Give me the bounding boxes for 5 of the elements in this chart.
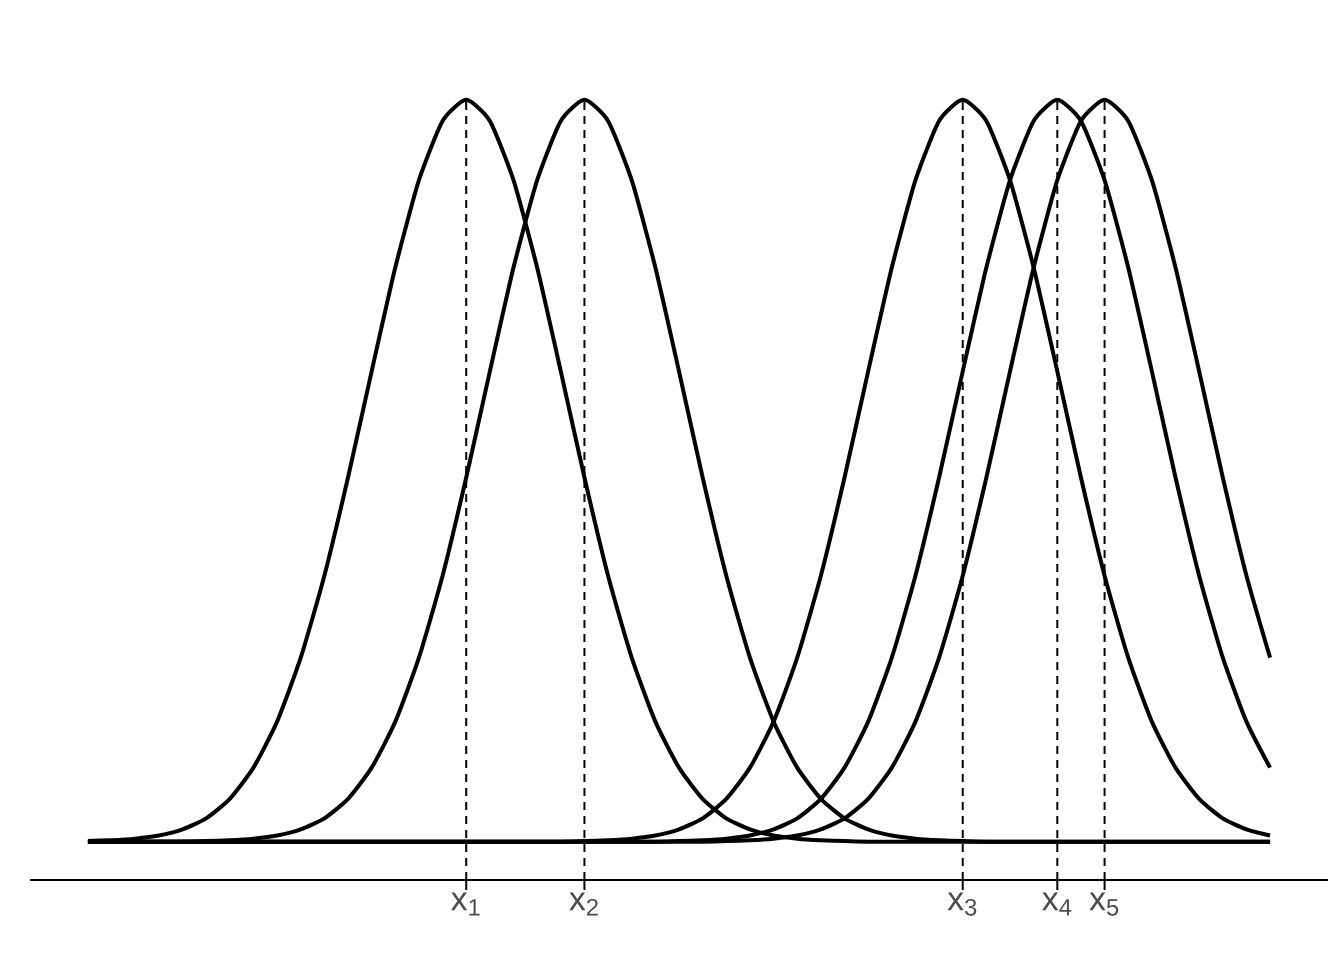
x-tick-label: x$_{4}$ (1042, 892, 1072, 916)
x-tick-label: x$_{2}$ (569, 892, 598, 916)
x-tick-label: x$_{3}$ (947, 892, 977, 916)
x-tick-label: x$_{5}$ (1089, 892, 1119, 916)
x-tick-label: x$_{1}$ (451, 892, 480, 916)
